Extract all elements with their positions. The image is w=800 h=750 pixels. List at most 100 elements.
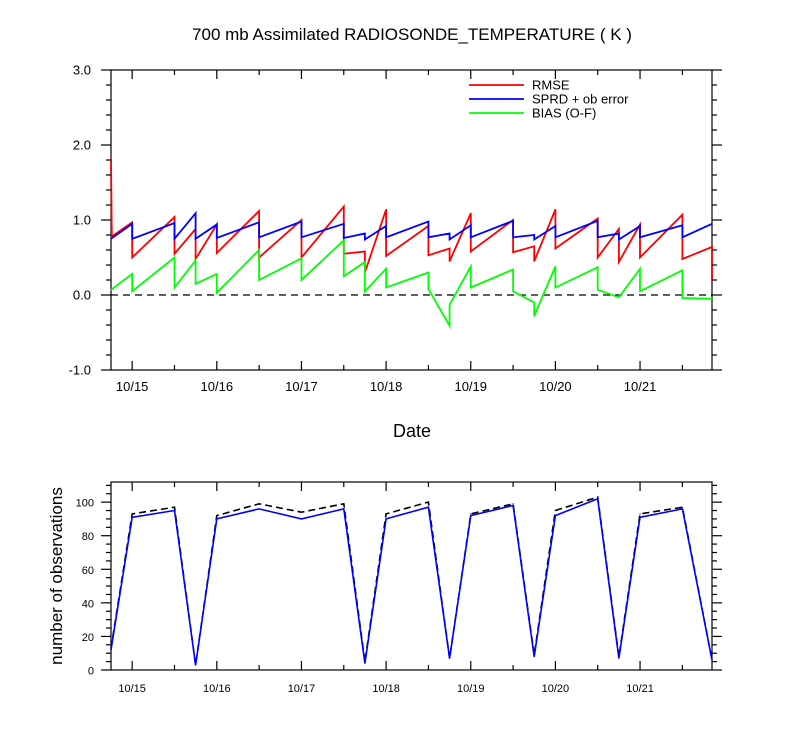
top-point-rmse bbox=[427, 254, 430, 256]
top-point-bias-o-f bbox=[597, 289, 599, 291]
top-point-sprd-ob-error bbox=[364, 238, 366, 241]
top-point-bias-o-f bbox=[512, 290, 514, 292]
top-point-rmse bbox=[385, 255, 387, 257]
top-point-sprd-ob-error bbox=[385, 225, 387, 227]
top-x-tick-label: 10/19 bbox=[454, 379, 487, 394]
top-y-tick-label: 1.0 bbox=[73, 213, 91, 228]
bottom-series-observations-used bbox=[110, 497, 713, 666]
bottom-x-tick-label: 10/19 bbox=[457, 683, 485, 695]
top-point-rmse bbox=[343, 205, 345, 208]
bottom-point-observations-possible bbox=[554, 509, 557, 512]
bottom-point-observations-possible bbox=[385, 513, 387, 515]
top-series-group bbox=[110, 157, 713, 330]
top-point-sprd-ob-error bbox=[618, 238, 620, 241]
bottom-point-observations-possible bbox=[131, 513, 133, 515]
top-point-sprd-ob-error bbox=[597, 236, 599, 238]
top-point-bias-o-f bbox=[343, 239, 345, 241]
top-point-bias-o-f bbox=[216, 292, 218, 294]
top-point-sprd-ob-error bbox=[512, 220, 514, 222]
top-point-bias-o-f bbox=[639, 290, 641, 292]
top-point-bias-o-f bbox=[216, 273, 218, 275]
top-panel: 700 mb Assimilated RADIOSONDE_TEMPERATUR… bbox=[69, 25, 722, 441]
top-point-bias-o-f bbox=[258, 279, 260, 281]
top-point-bias-o-f bbox=[385, 268, 387, 270]
bottom-x-tick-label: 10/16 bbox=[203, 683, 231, 695]
top-point-bias-o-f bbox=[533, 315, 535, 317]
legend-label-sprd-ob-error: SPRD + ob error bbox=[532, 92, 629, 107]
top-point-sprd-ob-error bbox=[216, 223, 218, 226]
top-point-bias-o-f bbox=[554, 286, 557, 289]
bottom-point-observations-used bbox=[618, 657, 620, 659]
top-x-tick-label: 10/17 bbox=[285, 379, 318, 394]
bottom-series-group bbox=[110, 496, 713, 666]
bottom-y-tick-label: 40 bbox=[82, 598, 94, 610]
top-point-bias-o-f bbox=[448, 304, 451, 306]
top-x-tick-label: 10/16 bbox=[201, 379, 234, 394]
top-point-bias-o-f bbox=[681, 297, 683, 299]
bottom-point-observations-used bbox=[300, 518, 303, 520]
bottom-point-observations-possible bbox=[470, 513, 472, 515]
top-point-bias-o-f bbox=[448, 325, 451, 327]
bottom-y-tick-label: 0 bbox=[88, 666, 94, 678]
top-point-bias-o-f bbox=[131, 273, 133, 275]
bottom-point-observations-possible bbox=[639, 513, 641, 515]
top-point-sprd-ob-error bbox=[681, 224, 683, 226]
bottom-point-observations-used bbox=[597, 498, 599, 500]
top-point-sprd-ob-error bbox=[618, 232, 620, 235]
top-point-bias-o-f bbox=[364, 290, 366, 292]
top-point-bias-o-f bbox=[618, 296, 620, 298]
bottom-x-tick-label: 10/20 bbox=[542, 683, 570, 695]
top-point-rmse bbox=[216, 252, 218, 254]
top-point-bias-o-f bbox=[639, 268, 641, 270]
top-point-rmse bbox=[597, 217, 599, 220]
top-y-axis: -1.0 0.0 1.0 2.0 3.0 bbox=[69, 63, 722, 378]
top-point-sprd-ob-error bbox=[448, 238, 451, 241]
top-point-sprd-ob-error bbox=[364, 232, 366, 235]
top-point-sprd-ob-error bbox=[533, 234, 535, 236]
bottom-point-observations-used bbox=[258, 508, 260, 510]
top-point-bias-o-f bbox=[195, 259, 197, 262]
bottom-point-observations-used bbox=[681, 508, 683, 510]
top-point-sprd-ob-error bbox=[300, 220, 303, 223]
legend-label-rmse: RMSE bbox=[532, 78, 570, 93]
top-chart-title: 700 mb Assimilated RADIOSONDE_TEMPERATUR… bbox=[192, 25, 632, 44]
top-point-bias-o-f bbox=[385, 286, 387, 289]
top-point-sprd-ob-error bbox=[173, 238, 176, 240]
top-point-rmse bbox=[554, 247, 557, 250]
top-point-rmse bbox=[470, 250, 472, 253]
top-point-rmse bbox=[533, 245, 535, 247]
top-point-sprd-ob-error bbox=[597, 220, 599, 222]
bottom-point-observations-used bbox=[173, 509, 176, 512]
top-point-sprd-ob-error bbox=[512, 236, 514, 238]
legend-label-bias-o-f: BIAS (O-F) bbox=[532, 106, 596, 121]
top-point-sprd-ob-error bbox=[533, 238, 535, 241]
top-point-rmse bbox=[111, 235, 113, 238]
top-point-bias-o-f bbox=[597, 266, 599, 268]
top-point-sprd-ob-error bbox=[427, 220, 430, 223]
top-point-sprd-ob-error bbox=[470, 224, 472, 226]
bottom-point-observations-possible bbox=[681, 506, 683, 508]
bottom-y-tick-label: 100 bbox=[76, 498, 94, 510]
bottom-point-observations-possible bbox=[427, 501, 430, 503]
top-point-sprd-ob-error bbox=[711, 223, 713, 225]
top-point-rmse bbox=[597, 256, 599, 259]
top-point-bias-o-f bbox=[195, 283, 197, 285]
top-point-sprd-ob-error bbox=[385, 236, 387, 238]
top-point-bias-o-f bbox=[681, 269, 683, 271]
bottom-y-axis: 0 20 40 60 80 100 bbox=[76, 484, 722, 678]
bottom-y-axis-label: number of observations bbox=[47, 487, 66, 665]
bottom-x-tick-label: 10/15 bbox=[118, 683, 146, 695]
bottom-x-axis: 10/15 10/16 10/17 10/18 10/19 10/20 10/21 bbox=[118, 482, 683, 695]
top-point-rmse bbox=[618, 228, 620, 230]
top-point-sprd-ob-error bbox=[681, 236, 683, 238]
bottom-point-observations-used bbox=[110, 649, 112, 651]
top-point-rmse bbox=[639, 256, 641, 259]
top-point-sprd-ob-error bbox=[343, 237, 345, 239]
top-point-rmse bbox=[681, 258, 683, 260]
bottom-point-observations-used bbox=[385, 518, 387, 520]
top-x-tick-label: 10/15 bbox=[116, 379, 149, 394]
top-point-rmse bbox=[470, 212, 472, 214]
